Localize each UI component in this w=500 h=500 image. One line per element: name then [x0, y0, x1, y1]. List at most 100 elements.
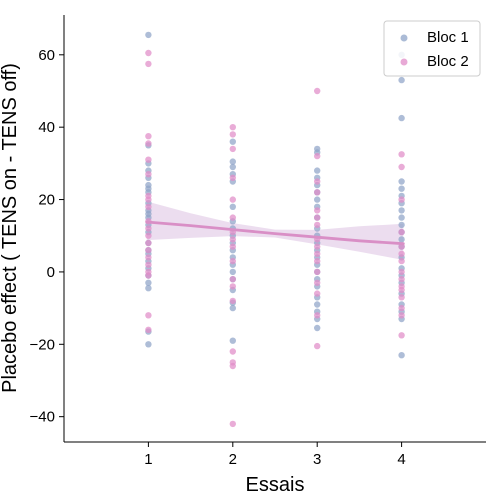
data-point [229, 420, 236, 428]
x-tick-label: 2 [229, 451, 237, 468]
data-point [398, 163, 405, 171]
data-point [229, 145, 236, 153]
data-point [145, 326, 152, 333]
y-tick-label: 60 [38, 47, 55, 64]
data-point [145, 247, 152, 254]
x-ticks: 1 2 3 4 [144, 442, 406, 468]
data-point [314, 221, 321, 229]
y-tick-label: −40 [30, 409, 55, 426]
confidence-band-layer [146, 201, 404, 260]
data-point [314, 189, 321, 196]
data-point [229, 348, 236, 355]
data-point [145, 312, 152, 319]
legend-frame [383, 20, 481, 77]
data-point [145, 232, 152, 239]
data-point [145, 279, 152, 286]
legend-marker-bloc-1 [400, 34, 408, 42]
data-point [229, 362, 236, 370]
data-point [314, 301, 321, 308]
x-tick-label: 4 [397, 451, 405, 468]
data-point [145, 239, 152, 247]
data-point [398, 268, 405, 276]
data-point [398, 286, 405, 294]
data-point [398, 257, 405, 265]
data-point [314, 152, 321, 160]
data-point [314, 324, 321, 332]
data-point [314, 342, 321, 350]
data-point [398, 114, 405, 122]
series-bloc-1 [145, 31, 405, 359]
data-point [145, 60, 152, 68]
data-point [314, 87, 321, 95]
legend-marker-bloc-2 [400, 58, 408, 66]
data-point [229, 297, 236, 305]
data-point [229, 243, 236, 250]
data-point [314, 196, 321, 203]
data-point [398, 250, 405, 257]
data-point [145, 225, 152, 232]
data-point [229, 268, 236, 276]
y-tick-label: 0 [47, 264, 55, 281]
data-point [314, 250, 321, 257]
data-point [398, 352, 405, 359]
data-point [314, 207, 321, 214]
legend-label-bloc-2: Bloc 2 [427, 53, 469, 70]
data-point [229, 257, 236, 265]
data-point [314, 312, 321, 319]
y-tick-label: 20 [38, 192, 55, 209]
x-tick-label: 3 [313, 451, 321, 468]
data-point [145, 133, 152, 140]
data-point [145, 31, 152, 39]
data-point [229, 158, 236, 165]
data-point [145, 272, 152, 279]
data-point [398, 214, 405, 221]
data-point [229, 236, 236, 243]
data-point [314, 268, 321, 276]
data-point [229, 138, 236, 145]
confidence-band [146, 201, 404, 260]
data-point [145, 156, 152, 163]
data-point [229, 214, 236, 221]
data-point [314, 167, 321, 174]
data-point [229, 131, 236, 138]
data-point [398, 221, 405, 229]
x-axis-title: Essais [246, 474, 305, 496]
x-tick-label: 1 [144, 451, 152, 468]
data-point [398, 207, 405, 214]
data-point [314, 279, 321, 286]
data-point [398, 312, 405, 319]
data-point [145, 49, 152, 57]
data-point [398, 185, 405, 192]
data-point [145, 261, 152, 268]
data-point [229, 196, 236, 203]
data-point [398, 196, 405, 203]
y-ticks: −40 −20 0 20 40 60 [30, 47, 64, 426]
data-point [229, 283, 236, 290]
data-point [398, 276, 405, 283]
data-point [314, 214, 321, 221]
data-point [398, 236, 405, 243]
data-point [314, 257, 321, 265]
data-point [145, 341, 152, 348]
data-point [398, 332, 405, 339]
y-axis-title: Placebo effect ( TENS on - TENS off) [0, 63, 21, 393]
data-point [229, 203, 236, 210]
data-point [229, 124, 236, 131]
data-point [229, 337, 236, 344]
data-point [398, 76, 405, 84]
data-point [229, 163, 236, 171]
data-point [398, 151, 405, 158]
data-point [398, 228, 405, 236]
data-point [229, 304, 236, 312]
data-point [145, 254, 152, 261]
legend-label-bloc-1: Bloc 1 [427, 29, 469, 46]
regression-line [145, 220, 405, 246]
data-point [145, 171, 152, 178]
legend: Bloc 1 Bloc 2 [383, 20, 481, 77]
data-point [398, 178, 405, 185]
data-point [145, 203, 152, 210]
data-point [145, 140, 152, 147]
data-point [229, 276, 236, 283]
data-point [229, 174, 236, 181]
